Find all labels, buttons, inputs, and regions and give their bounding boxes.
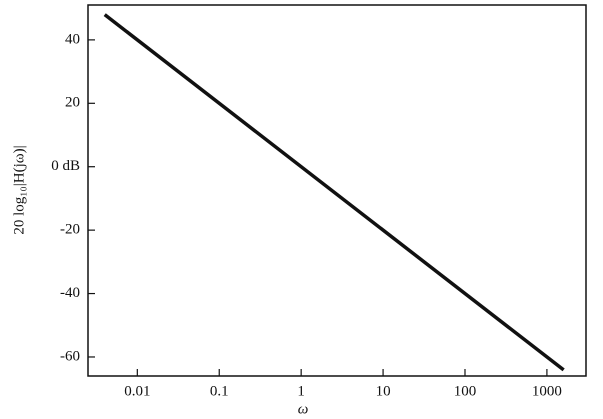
x-tick-label: 100 [454,383,477,399]
y-tick-label: 40 [65,31,80,47]
y-tick-label: 0 dB [51,158,80,174]
plot-frame [87,4,587,377]
x-tick-label: 10 [376,383,391,399]
x-tick-label: 0.01 [124,383,150,399]
x-tick-label: 1000 [532,383,562,399]
x-tick-label: 0.1 [210,383,229,399]
y-tick-label: 20 [65,95,80,111]
y-tick-label: -60 [60,348,80,364]
y-tick-label: -20 [60,222,80,238]
x-axis-label: ω [298,401,309,417]
data-line [103,13,565,372]
x-tick-label: 1 [297,383,305,399]
y-axis-label: 20 log₁₀|H(jω)| [11,145,27,234]
y-tick-label: -40 [60,285,80,301]
